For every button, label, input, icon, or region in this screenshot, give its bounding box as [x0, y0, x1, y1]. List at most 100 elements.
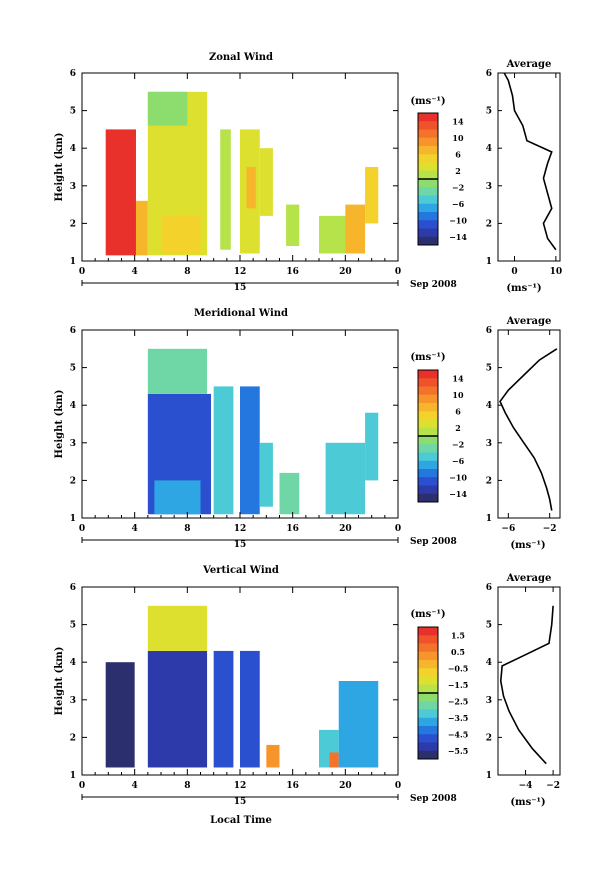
zonal-colorbar-seg-6 — [418, 162, 438, 172]
vertical-profile-unit: (ms⁻¹) — [510, 797, 545, 808]
meridional-heatmap-cell-6 — [279, 472, 300, 515]
meridional-profile-line — [499, 348, 558, 511]
zonal-profile-ytick-label-6: 6 — [486, 69, 492, 79]
vertical-profile-ytick-label-6: 6 — [486, 583, 492, 593]
vertical-heatmap-cell-1 — [147, 650, 208, 768]
meridional-colorbar-seg-0 — [418, 370, 438, 379]
vertical-colorbar: 1.5 0.5 −0.5 −1.5 −2.5 −3.5 −4.5 −5.5 — [417, 626, 469, 760]
vertical-profile-ytick-label-5: 5 — [486, 621, 492, 631]
meridional-panel: Meridional Wind 1 12 23 34 45 56 6 Height (km)… — [54, 308, 561, 551]
vertical-profile-frame — [497, 586, 561, 776]
zonal-ytick-label-6: 6 — [70, 69, 76, 79]
vertical-colorbar-label-6: −4.5 — [448, 729, 469, 739]
meridional-colorbar-seg-1 — [418, 378, 438, 387]
meridional-profile-ytick-label-1: 1 — [486, 514, 492, 524]
zonal-ytick-label-5: 5 — [70, 107, 76, 117]
meridional-date-bar: 15 Sep 2008 — [81, 537, 457, 550]
meridional-y-axis: 1 1 2 2 3 3 4 4 5 5 6 6 — [70, 326, 502, 524]
zonal-ytick-label-3: 3 — [70, 182, 76, 192]
vertical-panel: Vertical Wind 1 12 23 34 45 56 6 Height (km) 0… — [54, 565, 561, 826]
meridional-colorbar-label-2: 6 — [455, 406, 461, 416]
vertical-colorbar-seg-0 — [418, 627, 438, 636]
zonal-heatmap-cell-1 — [135, 200, 148, 256]
zonal-ylabel: Height (km) — [54, 133, 65, 202]
meridional-heatmap — [147, 348, 379, 515]
zonal-profile-xtick-label-0: 0 — [511, 267, 517, 277]
meridional-xtick-label-4: 16 — [286, 524, 299, 534]
meridional-date-day: 15 — [234, 540, 247, 550]
vertical-xtick-label-6: 0 — [395, 781, 401, 791]
vertical-y-axis: 1 1 2 2 3 3 4 4 5 5 6 6 — [70, 583, 502, 781]
vertical-heatmap-cell-3 — [213, 650, 234, 768]
meridional-xtick-label-5: 20 — [339, 524, 352, 534]
meridional-colorbar-seg-14 — [418, 485, 438, 495]
vertical-xtick-label-0: 0 — [79, 781, 85, 791]
meridional-xtick-label-3: 12 — [234, 524, 247, 534]
vertical-xtick-label-5: 20 — [339, 781, 352, 791]
vertical-profile-ytick-label-4: 4 — [486, 658, 492, 668]
zonal-colorbar-label-0: 14 — [452, 116, 464, 126]
vertical-heatmap — [105, 605, 379, 768]
zonal-heatmap-cell-7 — [246, 167, 256, 209]
vertical-xtick-label-4: 16 — [286, 781, 299, 791]
zonal-profile-unit: (ms⁻¹) — [506, 283, 541, 294]
zonal-colorbar: 14 10 6 2 −2 −6 −10 −14 — [417, 112, 467, 246]
zonal-profile-ytick-label-2: 2 — [486, 219, 492, 229]
zonal-heatmap-cell-9 — [286, 204, 300, 246]
vertical-colorbar-seg-7 — [418, 684, 438, 694]
zonal-ytick-label-2: 2 — [70, 219, 76, 229]
meridional-colorbar-seg-12 — [418, 469, 438, 478]
meridional-profile-ytick-label-2: 2 — [486, 476, 492, 486]
meridional-profile-ytick-label-5: 5 — [486, 364, 492, 374]
zonal-xtick-label-3: 12 — [234, 267, 247, 277]
zonal-profile-ytick-label-5: 5 — [486, 107, 492, 117]
zonal-xtick-label-4: 16 — [286, 267, 299, 277]
zonal-colorbar-label-7: −14 — [449, 232, 467, 242]
zonal-heatmap-cell-0 — [105, 129, 136, 256]
vertical-colorbar-label-1: 0.5 — [451, 647, 465, 657]
vertical-profile-ytick-label-2: 2 — [486, 733, 492, 743]
meridional-colorbar-label-5: −6 — [452, 456, 465, 466]
zonal-date-bar: 15 Sep 2008 — [81, 280, 457, 293]
meridional-ytick-label-1: 1 — [70, 514, 76, 524]
meridional-xtick-label-2: 8 — [184, 524, 190, 534]
vertical-xtick-label-3: 12 — [234, 781, 247, 791]
zonal-heatmap — [105, 91, 379, 256]
zonal-colorbar-label-2: 6 — [455, 149, 461, 159]
zonal-colorbar-seg-9 — [418, 187, 438, 196]
zonal-xtick-label-5: 20 — [339, 267, 352, 277]
zonal-colorbar-label-5: −6 — [452, 199, 465, 209]
meridional-colorbar-seg-6 — [418, 419, 438, 429]
zonal-profile-title: Average — [506, 59, 552, 70]
zonal-colorbar-label-3: 2 — [455, 166, 461, 176]
meridional-colorbar-label-7: −14 — [449, 489, 467, 499]
zonal-colorbar-seg-12 — [418, 212, 438, 221]
meridional-heatmap-cell-7 — [325, 442, 366, 515]
vertical-colorbar-seg-2 — [418, 643, 438, 653]
local-time-label: Local Time — [210, 815, 272, 826]
zonal-heatmap-cell-8 — [259, 148, 273, 216]
zonal-date-day: 15 — [234, 283, 247, 293]
zonal-colorbar-seg-7 — [418, 170, 438, 180]
vertical-colorbar-label-4: −2.5 — [448, 696, 469, 706]
meridional-heatmap-cell-5 — [259, 442, 273, 507]
vertical-colorbar-seg-10 — [418, 709, 438, 719]
zonal-colorbar-label-4: −2 — [452, 182, 464, 192]
vertical-colorbar-seg-4 — [418, 660, 438, 669]
zonal-ytick-label-1: 1 — [70, 257, 76, 267]
vertical-date-month: Sep 2008 — [410, 794, 457, 804]
meridional-ytick-label-2: 2 — [70, 476, 76, 486]
zonal-colorbar-seg-15 — [418, 236, 438, 246]
zonal-xtick-label-2: 8 — [184, 267, 190, 277]
zonal-profile: 0 10 — [503, 72, 563, 277]
zonal-date-month: Sep 2008 — [410, 280, 457, 290]
vertical-profile-ytick-label-3: 3 — [486, 696, 492, 706]
meridional-colorbar-label-1: 10 — [452, 390, 464, 400]
vertical-colorbar-seg-9 — [418, 701, 438, 710]
zonal-profile-xtick-label-1: 10 — [550, 267, 563, 277]
meridional-ytick-label-5: 5 — [70, 364, 76, 374]
vertical-ytick-label-6: 6 — [70, 583, 76, 593]
vertical-ytick-label-3: 3 — [70, 696, 76, 706]
vertical-colorbar-label-2: −0.5 — [448, 663, 469, 673]
vertical-heatmap-cell-4 — [240, 650, 260, 768]
